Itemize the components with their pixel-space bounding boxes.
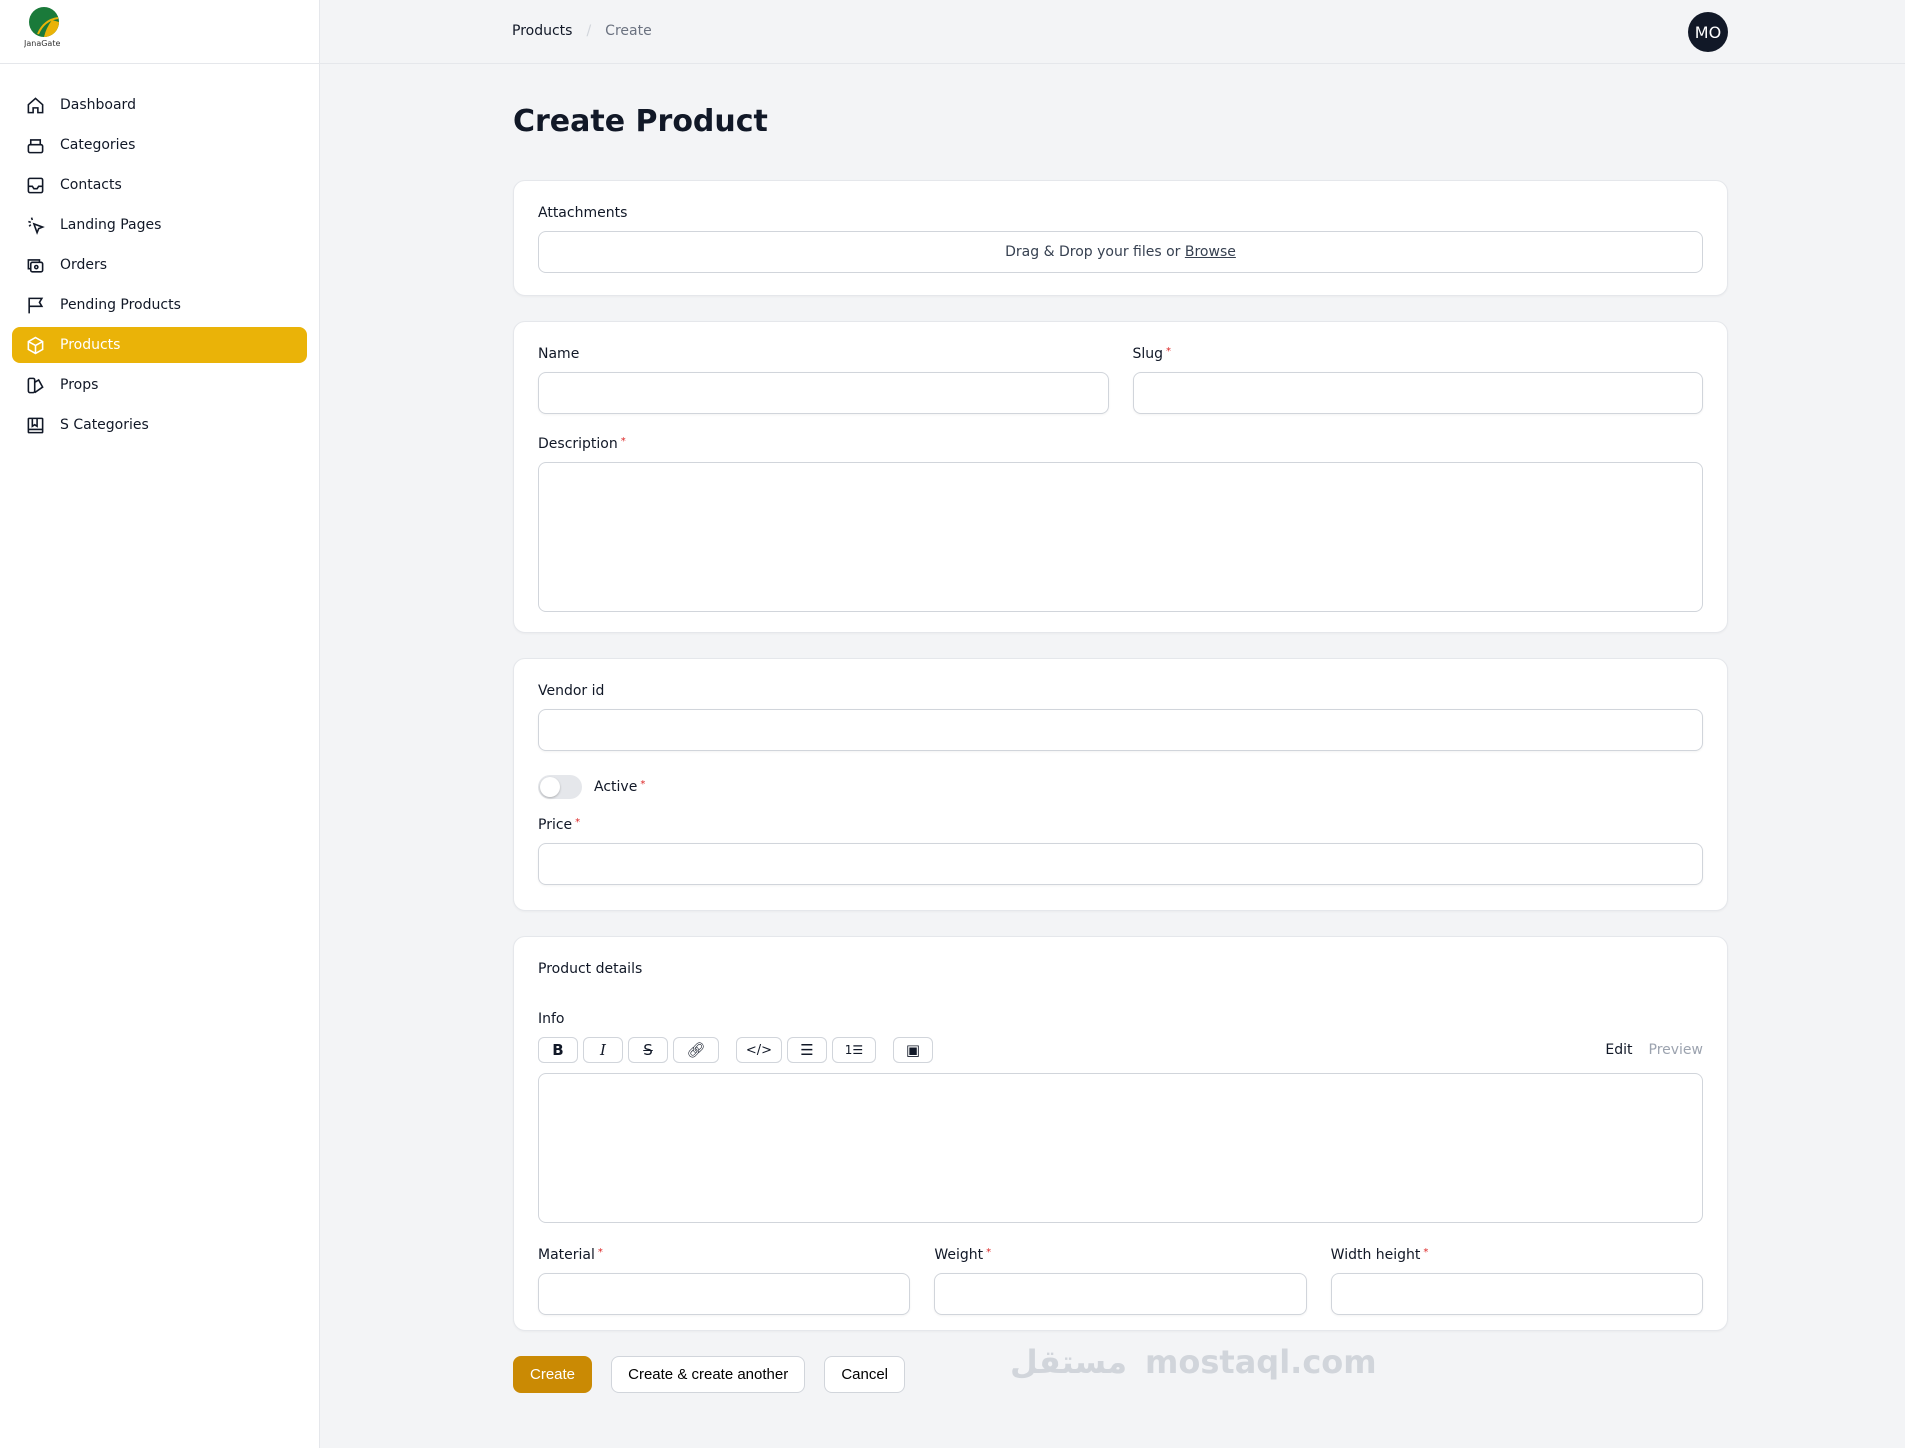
product-details-heading: Product details xyxy=(538,961,643,977)
sidebar-item-label: Orders xyxy=(60,257,108,273)
bullet-list-icon: ☰ xyxy=(800,1041,814,1059)
sidebar-item-props[interactable]: Props xyxy=(12,367,307,403)
sidebar-nav: Dashboard Categories Contacts Landing Pa… xyxy=(0,64,319,443)
edit-tab[interactable]: Edit xyxy=(1605,1042,1633,1058)
sidebar-item-label: S Categories xyxy=(60,417,149,433)
watermark: مستقل mostaql.com xyxy=(1010,1343,1377,1381)
image-icon: ▣ xyxy=(905,1041,921,1059)
width-height-label: Width height * xyxy=(1330,1247,1429,1263)
description-label: Description * xyxy=(538,436,626,452)
breadcrumb-products[interactable]: Products xyxy=(512,23,573,39)
weight-input[interactable] xyxy=(934,1273,1307,1315)
sidebar-item-label: Contacts xyxy=(60,177,122,193)
italic-icon: I xyxy=(600,1041,606,1059)
color-swatch-icon xyxy=(27,377,44,393)
link-button[interactable]: 🔗︎ xyxy=(673,1037,719,1063)
name-label: Name xyxy=(538,346,580,362)
vendor-id-input[interactable] xyxy=(538,709,1703,751)
create-button[interactable]: Create xyxy=(513,1356,593,1393)
material-label: Material * xyxy=(538,1247,603,1263)
width-height-input[interactable] xyxy=(1330,1273,1703,1315)
info-editor[interactable] xyxy=(538,1073,1703,1223)
cube-icon xyxy=(27,336,44,354)
form-actions: Create Create & create another Cancel xyxy=(513,1356,1728,1393)
description-textarea[interactable] xyxy=(538,462,1703,612)
sidebar-item-products[interactable]: Products xyxy=(12,327,307,363)
code-icon: </> xyxy=(745,1042,773,1058)
slug-input[interactable] xyxy=(1132,372,1703,414)
home-icon xyxy=(27,96,44,113)
strike-button[interactable]: S xyxy=(628,1037,668,1063)
browse-link[interactable]: Browse xyxy=(1184,244,1236,260)
cursor-click-icon xyxy=(28,216,45,235)
create-another-button[interactable]: Create & create another xyxy=(611,1356,806,1393)
code-button[interactable]: </> xyxy=(736,1037,782,1063)
avatar[interactable]: MO xyxy=(1688,12,1728,52)
topbar: Products / Create MO xyxy=(320,0,1905,64)
sidebar-item-label: Dashboard xyxy=(60,97,136,113)
watermark-latin: mostaql.com xyxy=(1145,1343,1377,1381)
sidebar-item-landing-pages[interactable]: Landing Pages xyxy=(12,207,307,243)
strike-icon: S xyxy=(643,1041,653,1059)
file-dropzone[interactable]: Drag & Drop your files or Browse xyxy=(538,231,1703,273)
bullet-list-button[interactable]: ☰ xyxy=(787,1037,827,1063)
ordered-list-button[interactable]: 1☰ xyxy=(832,1037,876,1063)
page-title: Create Product xyxy=(513,104,768,139)
active-toggle[interactable] xyxy=(538,775,582,799)
sidebar: JanaGate Dashboard Categories Contacts L… xyxy=(0,0,320,1448)
janagate-logo-icon: JanaGate xyxy=(23,7,60,48)
material-input[interactable] xyxy=(538,1273,911,1315)
vendor-card: Vendor id Active * Price * xyxy=(513,658,1728,911)
sidebar-item-label: Landing Pages xyxy=(60,217,162,233)
dropzone-text: Drag & Drop your files or xyxy=(1005,244,1181,260)
sidebar-item-label: Categories xyxy=(60,137,136,153)
sidebar-item-s-categories[interactable]: S Categories xyxy=(12,407,307,443)
breadcrumb: Products / Create xyxy=(512,23,652,39)
italic-button[interactable]: I xyxy=(583,1037,623,1063)
editor-toolbar: B I S 🔗︎ </> ☰ 1☰ ▣ Edit Preview xyxy=(538,1037,1703,1063)
archive-icon xyxy=(27,138,44,153)
sidebar-item-categories[interactable]: Categories xyxy=(12,127,307,163)
watermark-arabic: مستقل xyxy=(1010,1343,1128,1381)
product-details-card: Product details Info B I S 🔗︎ </> ☰ 1☰ ▣… xyxy=(513,936,1728,1331)
inbox-icon xyxy=(27,177,44,193)
price-label: Price * xyxy=(538,817,581,833)
price-input[interactable] xyxy=(538,843,1703,885)
sidebar-item-orders[interactable]: Orders xyxy=(12,247,307,283)
sidebar-item-label: Pending Products xyxy=(60,297,181,313)
ordered-list-icon: 1☰ xyxy=(844,1043,864,1057)
cancel-button[interactable]: Cancel xyxy=(824,1356,906,1393)
name-input[interactable] xyxy=(538,372,1109,414)
active-label: Active * xyxy=(594,779,646,795)
flag-icon xyxy=(28,297,44,313)
breadcrumb-separator: / xyxy=(586,23,592,39)
breadcrumb-create: Create xyxy=(605,23,652,39)
slug-label: Slug * xyxy=(1132,346,1172,362)
weight-label: Weight * xyxy=(934,1247,992,1263)
sidebar-item-contacts[interactable]: Contacts xyxy=(12,167,307,203)
preview-tab[interactable]: Preview xyxy=(1648,1042,1704,1058)
svg-text:JanaGate: JanaGate xyxy=(24,39,60,48)
cash-icon xyxy=(27,258,44,273)
basic-info-card: Name Slug * Description * xyxy=(513,321,1728,633)
link-icon: 🔗︎ xyxy=(686,1041,706,1059)
sidebar-item-label: Products xyxy=(60,337,121,353)
logo[interactable]: JanaGate xyxy=(0,0,319,64)
sidebar-item-label: Props xyxy=(60,377,99,393)
book-icon xyxy=(27,417,44,433)
bold-button[interactable]: B xyxy=(538,1037,578,1063)
attachments-card: Attachments Drag & Drop your files or Br… xyxy=(513,180,1728,296)
main-content: Create Product Attachments Drag & Drop y… xyxy=(513,104,1728,1393)
attachments-label: Attachments xyxy=(538,205,628,221)
sidebar-item-pending-products[interactable]: Pending Products xyxy=(12,287,307,323)
vendor-id-label: Vendor id xyxy=(538,683,605,699)
image-button[interactable]: ▣ xyxy=(893,1037,933,1063)
sidebar-item-dashboard[interactable]: Dashboard xyxy=(12,87,307,123)
bold-icon: B xyxy=(552,1041,564,1059)
info-label: Info xyxy=(538,1011,565,1027)
